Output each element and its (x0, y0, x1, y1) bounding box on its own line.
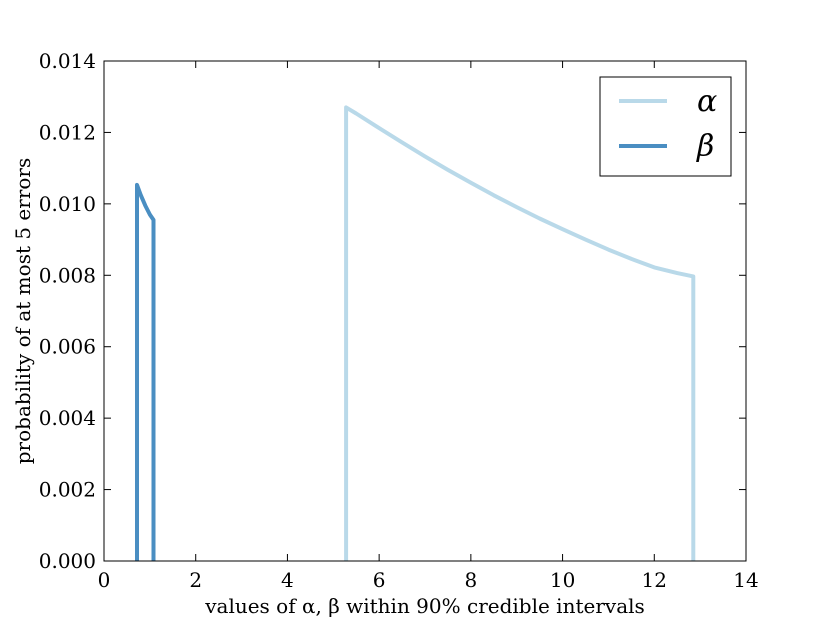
x-tick-label: 0 (98, 568, 111, 592)
ticks-layer: 0 2 4 6 8 10 12 14 0.000 0.002 0.004 0.006 0.008 0.01… (39, 49, 759, 592)
y-tick-label: 0.010 (39, 192, 96, 216)
x-tick-label: 6 (373, 568, 386, 592)
plot-frame (103, 60, 747, 562)
x-tick-label: 10 (550, 568, 575, 592)
y-tick-label: 0.002 (39, 478, 96, 502)
y-tick-label: 0.008 (39, 263, 96, 287)
x-tick-label: 4 (281, 568, 294, 592)
legend-box (599, 76, 732, 177)
x-tick-label: 14 (733, 568, 758, 592)
legend: αβ (599, 76, 732, 177)
series-line-beta (135, 182, 156, 561)
legend-label-beta: β (696, 129, 714, 164)
y-tick-label: 0.012 (39, 120, 96, 144)
y-tick-label: 0.004 (39, 406, 96, 430)
x-tick-label: 2 (189, 568, 202, 592)
series-line-alpha (344, 105, 696, 561)
y-tick-label: 0.000 (39, 549, 96, 573)
legend-label-alpha: α (697, 84, 717, 119)
series-layer (135, 105, 696, 561)
x-axis-label: values of α, β within 90% credible inter… (204, 594, 645, 618)
y-axis-label: probability of at most 5 errors (11, 158, 35, 465)
y-tick-label: 0.006 (39, 335, 96, 359)
x-tick-label: 12 (642, 568, 667, 592)
x-tick-label: 8 (464, 568, 477, 592)
y-tick-label: 0.014 (39, 49, 96, 73)
